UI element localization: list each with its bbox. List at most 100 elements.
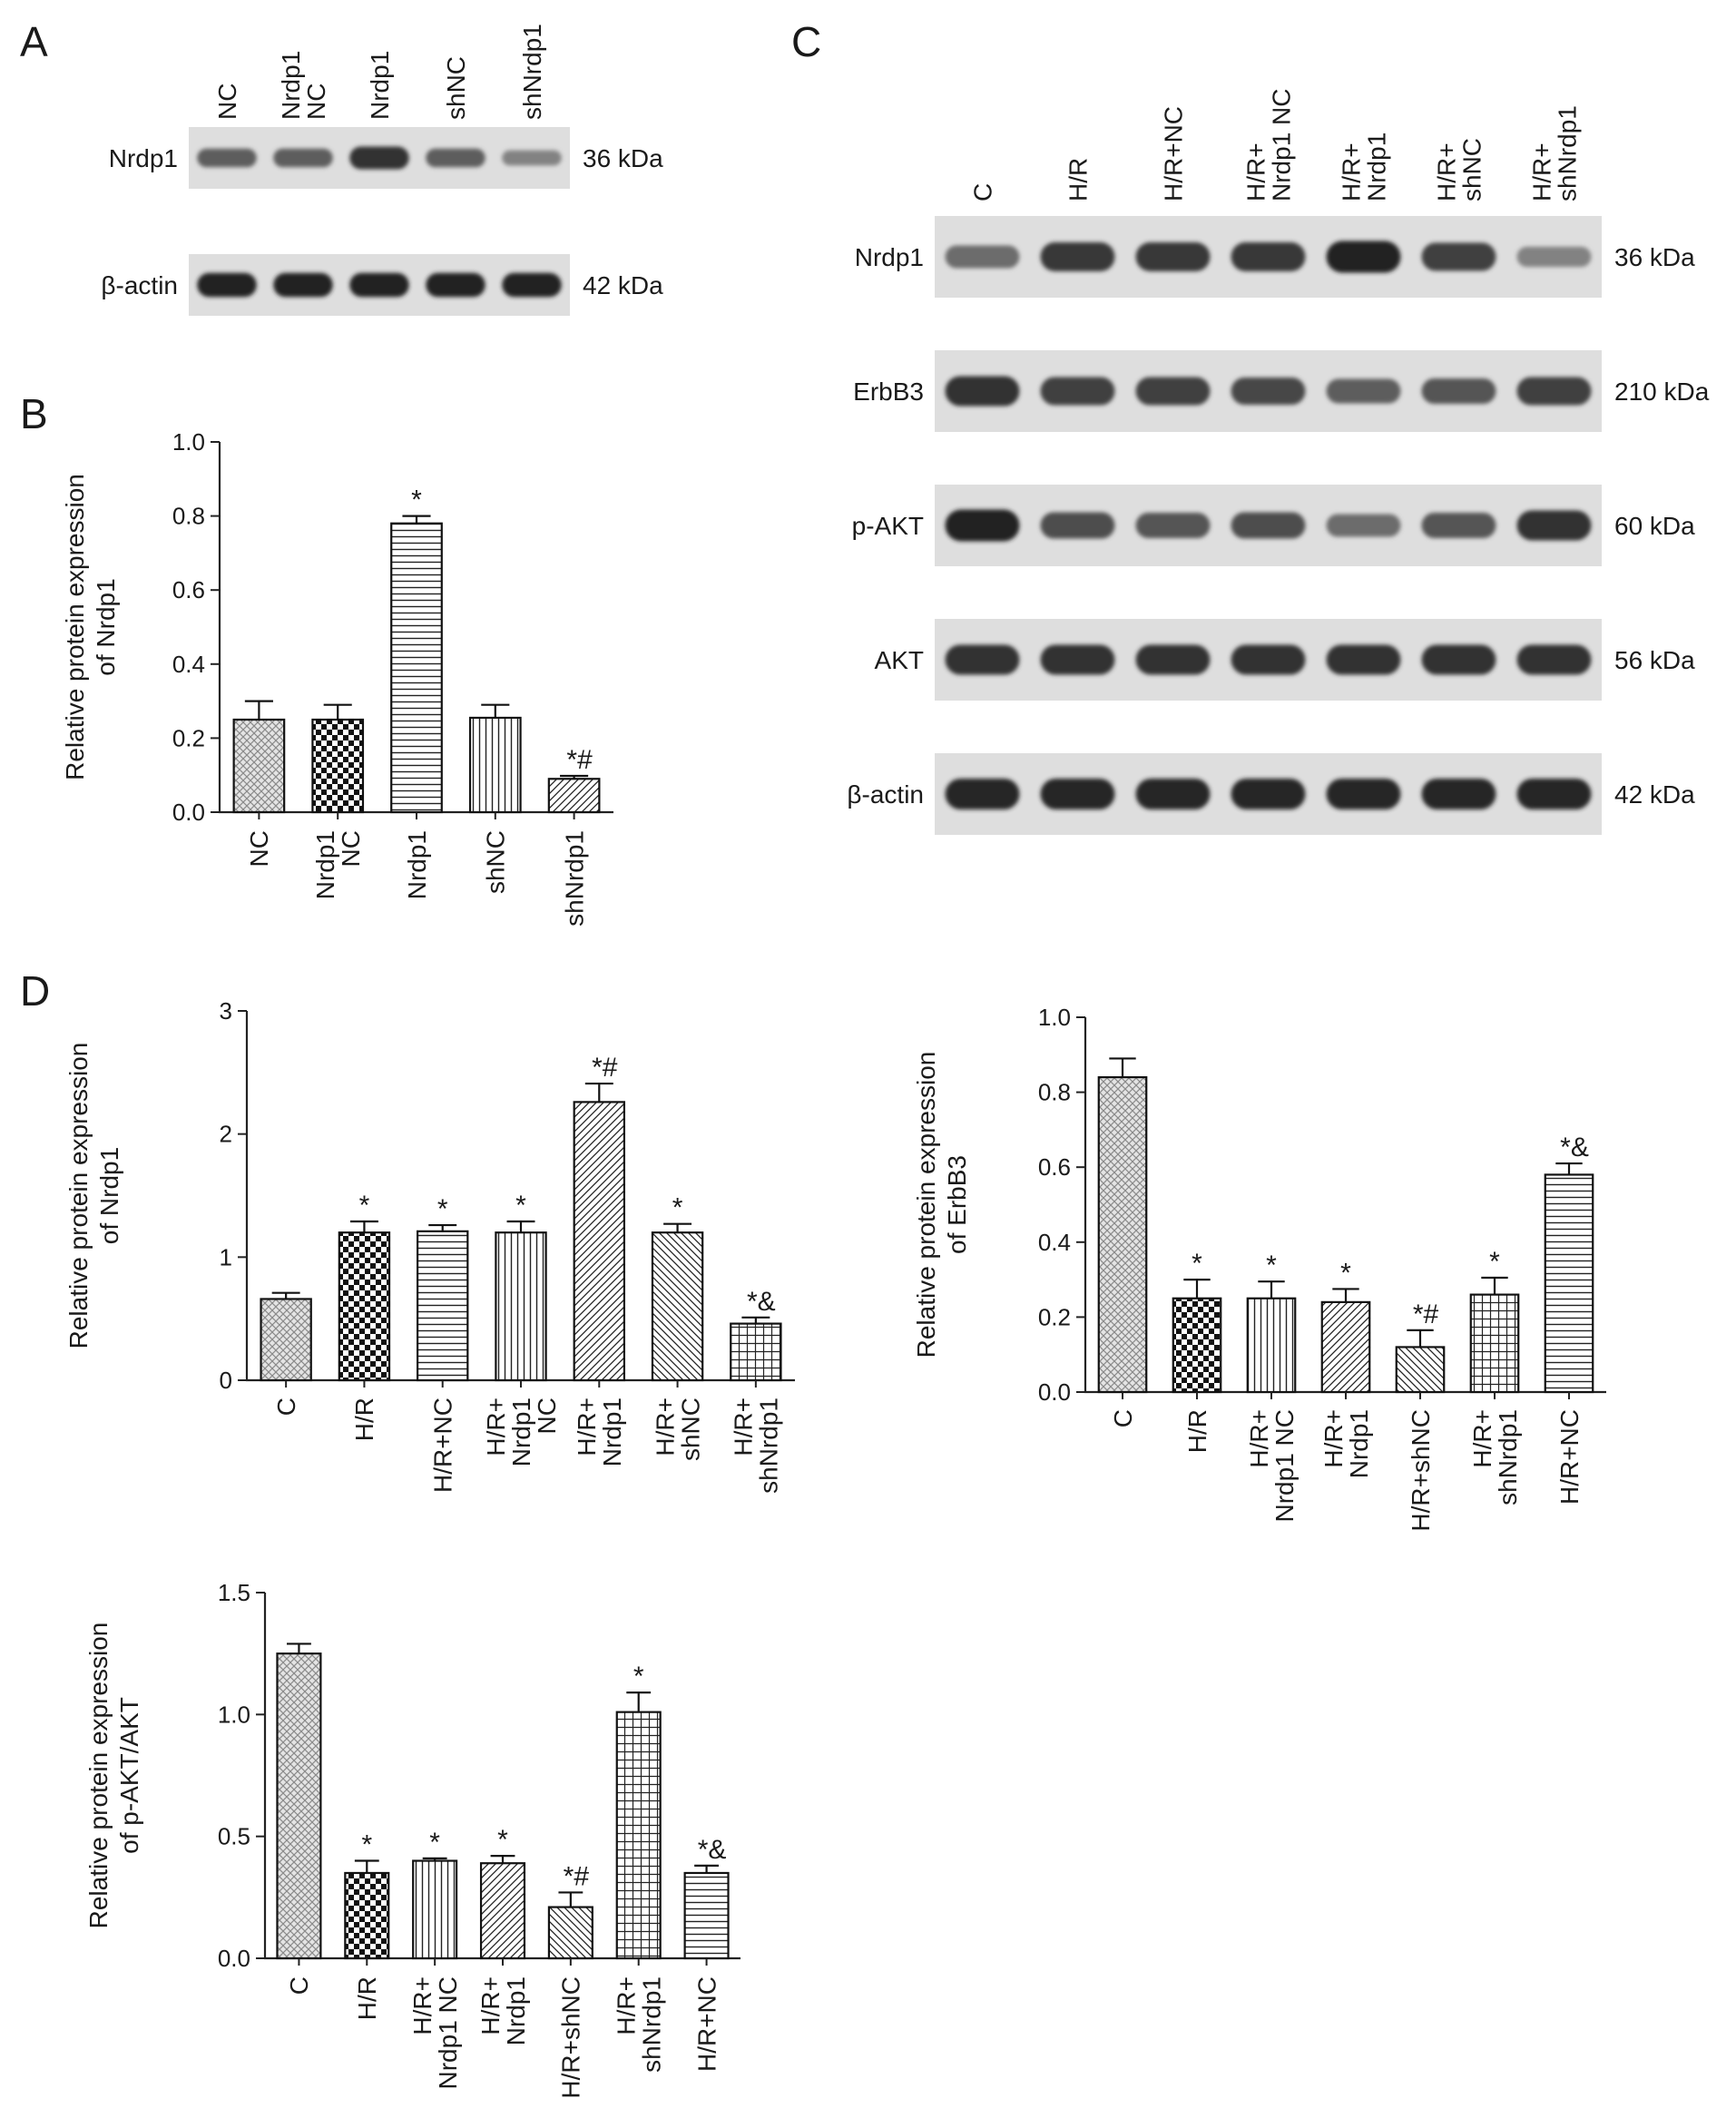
lane-label: Nrdp1NC [277,51,330,120]
protein-band [1326,378,1401,404]
protein-band [945,245,1020,269]
significance-marker: * [1192,1249,1202,1279]
bar [344,1871,390,1960]
x-tick-label: shNrdp1 [560,830,588,927]
y-tick-label: 1 [220,1243,232,1270]
y-tick-label: 0.8 [172,503,205,530]
lane-label: H/R+NC [1159,106,1187,201]
protein-band [1135,512,1211,539]
y-tick-label: 1.0 [218,1701,250,1728]
molecular-weight-label: 42 kDa [1614,780,1695,809]
molecular-weight-label: 60 kDa [1614,512,1695,540]
blot-strip: Nrdp1 36 kDa [109,127,663,189]
protein-band [1135,377,1211,406]
protein-band [1040,377,1115,406]
significance-marker: * [437,1194,448,1224]
protein-band [1135,778,1211,810]
significance-marker: * [515,1191,526,1221]
y-tick-label: 1.5 [218,1579,250,1606]
y-tick-label: 0.4 [172,651,205,678]
bar [1097,1075,1148,1394]
x-tick-label: C [285,1976,313,1995]
x-tick-label: C [272,1397,300,1416]
y-tick-label: 0 [220,1367,232,1394]
protein-band [1421,644,1496,675]
panel-letters: A B C D [20,18,821,1015]
panel-letter-b: B [20,390,48,437]
y-axis-label: Relative protein expression of p-AKT/AKT [84,1623,143,1929]
x-tick-label: H/R+Nrdp1 [1319,1409,1373,1478]
protein-band [1421,778,1496,810]
y-tick-label: 3 [220,997,232,1025]
molecular-weight-label: 36 kDa [583,144,663,172]
x-tick-label: H/R+Nrdp1 NC [408,1976,462,2089]
x-tick-label: H/R+Nrdp1NC [482,1397,561,1466]
lane-label: Nrdp1 [366,51,394,120]
x-tick-label: H/R+NC [692,1976,721,2072]
y-tick-label: 2 [220,1121,232,1148]
protein-band [1135,241,1211,272]
protein-label: β-actin [101,271,178,299]
bar [232,718,286,814]
protein-label: p-AKT [852,512,924,540]
bar [1544,1173,1594,1394]
y-tick-label: 0.0 [172,799,205,826]
blot-strip: ErbB3 210 kDa [853,350,1710,432]
bar [479,1862,526,1960]
significance-marker: *# [592,1053,618,1083]
y-axis-label: Relative protein expression of Nrdp1 [64,1043,123,1349]
x-tick-label: C [1109,1409,1137,1427]
significance-marker: *& [747,1287,776,1317]
significance-marker: * [361,1830,372,1860]
x-tick-label: H/R+NC [1555,1409,1584,1505]
protein-band [1516,246,1592,268]
protein-band [1231,512,1306,539]
bar [412,1859,458,1960]
protein-band [426,148,485,168]
y-tick-label: 0.2 [1038,1303,1071,1330]
blot-strip: AKT 56 kDa [875,619,1695,701]
protein-band [1326,240,1401,273]
bar [1469,1293,1520,1394]
bar-chart-b: 0.0 0.2 0.4 0.6 0.8 1.0 Relative protein expre… [61,428,613,927]
x-tick-label: Nrdp1NC [311,830,365,899]
bar [573,1101,625,1382]
protein-band [945,509,1020,542]
y-tick-label: 1.0 [1038,1004,1071,1031]
y-axis-label: Relative protein expression of Nrdp1 [61,474,120,780]
significance-marker: * [1340,1258,1351,1288]
y-tick-label: 0.0 [1038,1378,1071,1406]
x-tick-label: H/R [353,1976,381,2020]
bar [311,718,365,814]
x-tick-label: H/R+shNrdp1 [613,1976,666,2073]
lane-label: H/R [1064,158,1092,201]
significance-marker: *# [564,1861,590,1891]
x-tick-label: NC [245,830,273,867]
protein-band [1326,514,1401,537]
x-tick-label: H/R [1183,1409,1211,1453]
panel-letter-d: D [20,967,50,1015]
protein-band [945,376,1020,407]
bar-chart-d1: 0 1 2 3 Relative protein expression of Nrdp1 C… [64,997,795,1494]
protein-band [273,272,333,298]
significance-marker: * [633,1662,644,1692]
protein-band [1516,377,1592,406]
protein-band [1231,778,1306,810]
x-tick-label: H/R+shNC [557,1976,585,2099]
bar [1246,1297,1297,1394]
bar [1172,1297,1222,1394]
y-tick-label: 0.5 [218,1823,250,1850]
protein-label: AKT [875,646,924,674]
x-tick-label: H/R+NC [429,1397,457,1493]
lane-label: shNC [442,56,470,120]
protein-band [1231,241,1306,272]
significance-marker: * [1266,1250,1277,1280]
protein-band [1421,512,1496,539]
bar [730,1322,782,1382]
panel-letter-a: A [20,18,48,65]
significance-marker: *& [1560,1133,1589,1162]
lane-label: C [968,183,996,201]
x-tick-label: H/R+shNrdp1 [730,1397,783,1494]
y-tick-label: 1.0 [172,428,205,456]
molecular-weight-label: 56 kDa [1614,646,1695,674]
